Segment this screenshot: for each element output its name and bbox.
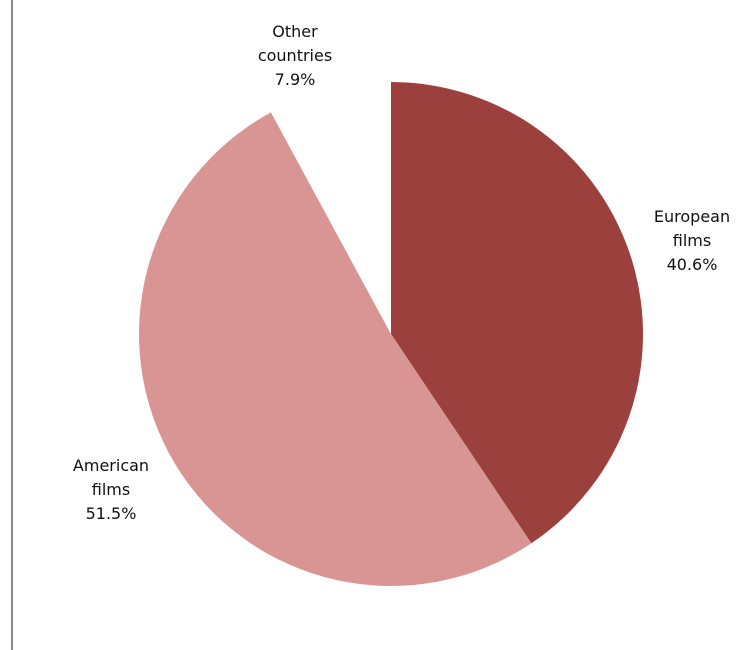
data-label-american-films: American films 51.5% — [73, 456, 149, 523]
pie-slice-other-countries — [270, 82, 391, 334]
chart-frame — [11, 0, 755, 650]
pie-slice-american-films — [138, 112, 532, 587]
pie-slice-european-films — [391, 82, 643, 544]
pie-slices — [138, 82, 643, 587]
pie-labels: European films 40.6% American films 51.5% Othe… — [73, 22, 730, 523]
data-label-european-films: European films 40.6% — [654, 207, 730, 274]
data-label-other-countries: Other countries 7.9% — [258, 22, 332, 89]
